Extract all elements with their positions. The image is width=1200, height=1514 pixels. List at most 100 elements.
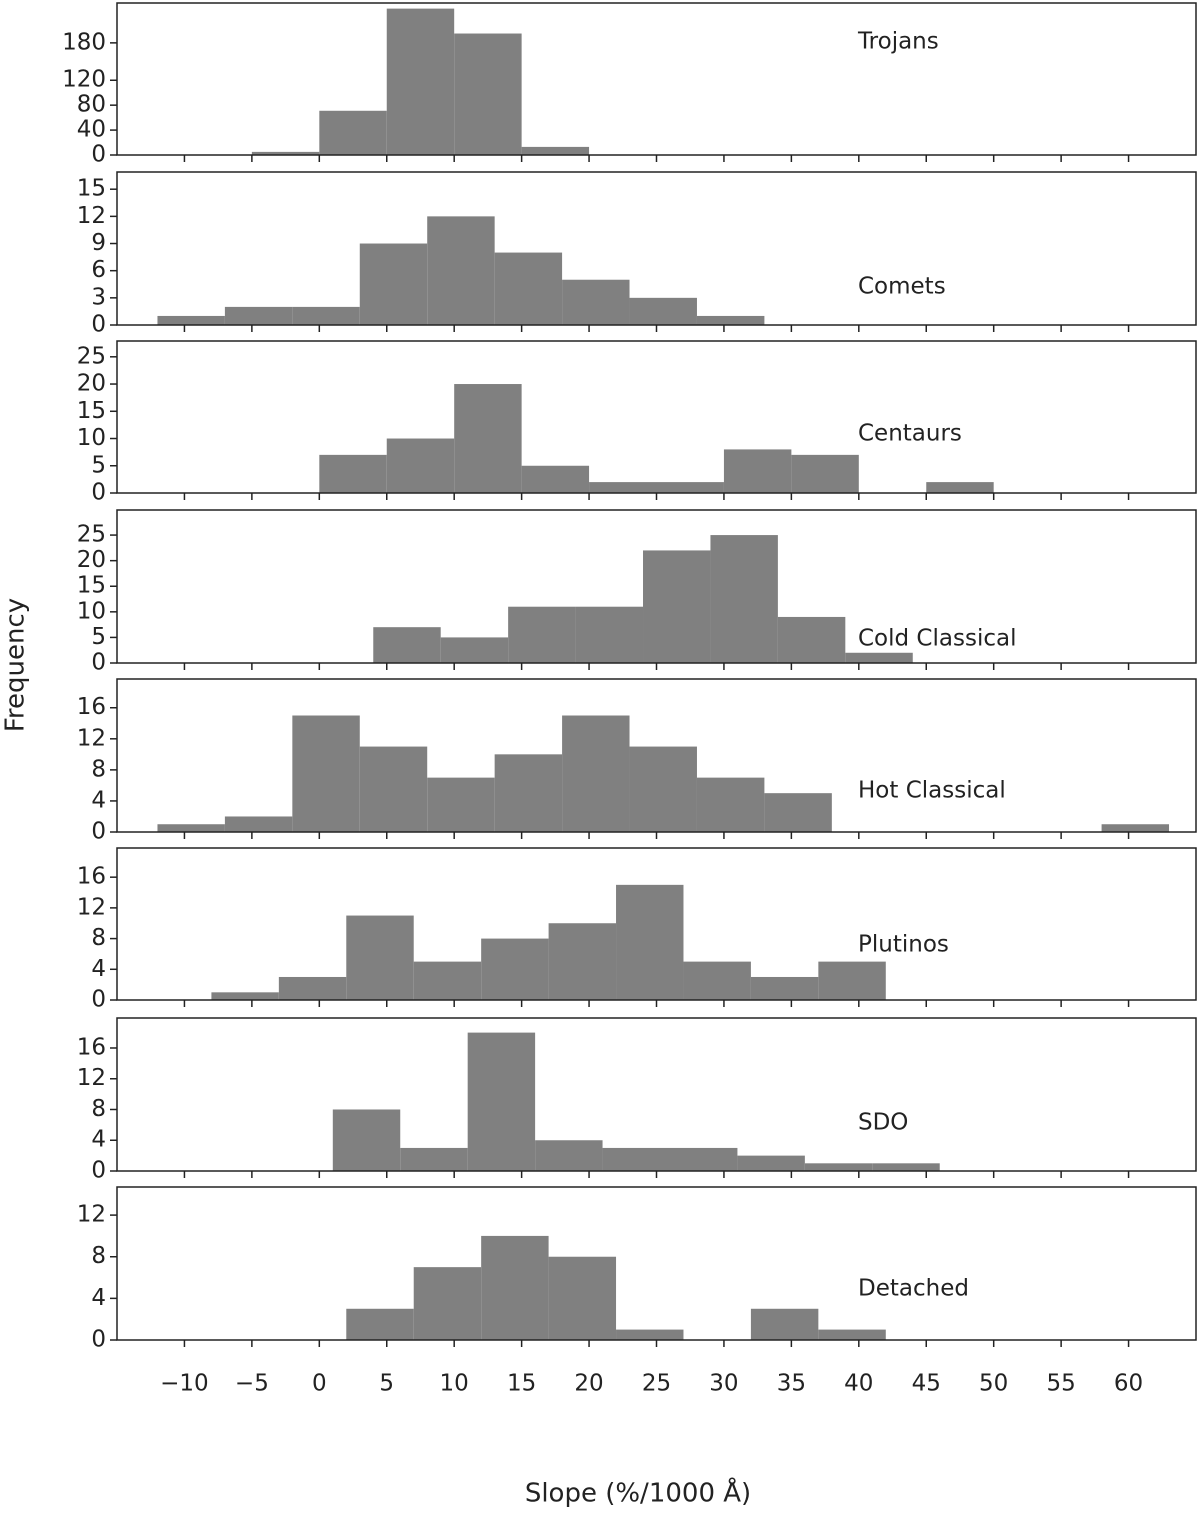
bar bbox=[427, 777, 495, 832]
panel-label: Comets bbox=[858, 274, 946, 300]
bar bbox=[629, 746, 697, 832]
bar bbox=[696, 777, 765, 832]
y-tick-label: 20 bbox=[77, 547, 106, 573]
bar bbox=[926, 482, 994, 493]
y-tick-label: 0 bbox=[91, 142, 106, 168]
y-tick-label: 25 bbox=[77, 343, 106, 369]
y-tick-label: 5 bbox=[91, 624, 106, 650]
x-tick-label: 20 bbox=[574, 1371, 603, 1397]
bar bbox=[804, 1163, 873, 1171]
bar bbox=[292, 715, 360, 832]
bar bbox=[440, 637, 509, 663]
axes-frame bbox=[116, 1186, 1197, 1341]
bar bbox=[616, 1329, 684, 1340]
bar bbox=[818, 1329, 886, 1340]
bar bbox=[346, 1308, 414, 1340]
y-tick-label: 0 bbox=[91, 1327, 106, 1353]
y-tick-label: 0 bbox=[91, 480, 106, 506]
bar bbox=[643, 550, 711, 663]
bar bbox=[427, 216, 495, 325]
bar bbox=[750, 976, 819, 1000]
panel-label: Detached bbox=[858, 1276, 969, 1302]
y-tick-label: 16 bbox=[77, 864, 106, 890]
y-tick-label: 15 bbox=[77, 573, 106, 599]
bar bbox=[764, 793, 832, 832]
bar bbox=[251, 151, 320, 155]
bar bbox=[589, 482, 657, 493]
x-tick-label: 50 bbox=[979, 1371, 1008, 1397]
x-tick-label: 25 bbox=[642, 1371, 671, 1397]
bar bbox=[157, 315, 225, 325]
y-tick-label: 180 bbox=[62, 29, 106, 55]
y-tick-label: 12 bbox=[77, 725, 106, 751]
bar bbox=[723, 449, 792, 493]
y-tick-label: 40 bbox=[77, 117, 106, 143]
y-tick-label: 0 bbox=[91, 819, 106, 845]
bar bbox=[791, 454, 859, 493]
bar bbox=[319, 454, 387, 493]
bar bbox=[157, 824, 225, 832]
panel-label: Cold Classical bbox=[858, 626, 1016, 652]
y-tick-label: 8 bbox=[91, 925, 106, 951]
bar bbox=[683, 961, 751, 1000]
y-tick-label: 5 bbox=[91, 452, 106, 478]
bar bbox=[400, 1147, 468, 1171]
bar bbox=[535, 1140, 603, 1171]
y-tick-label: 25 bbox=[77, 522, 106, 548]
bar bbox=[359, 243, 428, 325]
y-tick-label: 0 bbox=[91, 650, 106, 676]
x-tick-label: 35 bbox=[777, 1371, 806, 1397]
y-tick-label: 12 bbox=[77, 1202, 106, 1228]
bar bbox=[319, 110, 387, 155]
y-tick-label: 16 bbox=[77, 1034, 106, 1060]
y-tick-label: 10 bbox=[77, 425, 106, 451]
y-tick-label: 8 bbox=[91, 1096, 106, 1122]
y-tick-label: 0 bbox=[91, 987, 106, 1013]
bar bbox=[777, 616, 846, 663]
x-tick-label: 5 bbox=[379, 1371, 394, 1397]
bar bbox=[521, 146, 590, 155]
bar bbox=[359, 746, 428, 832]
bar bbox=[629, 297, 697, 325]
x-tick-label: 55 bbox=[1046, 1371, 1075, 1397]
bar bbox=[454, 384, 522, 493]
y-tick-label: 8 bbox=[91, 1243, 106, 1269]
bar bbox=[508, 606, 576, 663]
y-tick-label: 12 bbox=[77, 894, 106, 920]
bar bbox=[710, 535, 778, 663]
y-tick-label: 15 bbox=[77, 176, 106, 202]
bar bbox=[224, 306, 293, 325]
bar bbox=[413, 961, 482, 1000]
y-tick-label: 16 bbox=[77, 694, 106, 720]
y-tick-label: 12 bbox=[77, 1065, 106, 1091]
bar bbox=[278, 976, 347, 1000]
bar bbox=[211, 992, 279, 1000]
bar bbox=[737, 1155, 805, 1171]
y-tick-label: 8 bbox=[91, 756, 106, 782]
bar bbox=[845, 652, 913, 663]
y-tick-label: 4 bbox=[91, 1285, 106, 1311]
y-tick-label: 15 bbox=[77, 398, 106, 424]
y-tick-label: 0 bbox=[91, 1158, 106, 1184]
bar bbox=[872, 1163, 940, 1171]
x-tick-label: −10 bbox=[160, 1371, 209, 1397]
bar bbox=[602, 1147, 670, 1171]
x-tick-label: 15 bbox=[507, 1371, 536, 1397]
bar bbox=[521, 465, 590, 493]
y-tick-label: 10 bbox=[77, 598, 106, 624]
x-tick-label: 10 bbox=[440, 1371, 469, 1397]
bar bbox=[818, 961, 886, 1000]
y-tick-label: 4 bbox=[91, 956, 106, 982]
bar bbox=[669, 1147, 738, 1171]
axes-frame bbox=[116, 2, 1197, 156]
bar bbox=[386, 8, 455, 156]
panel-label: Trojans bbox=[857, 29, 939, 55]
x-tick-label: 40 bbox=[844, 1371, 873, 1397]
panel-label: Centaurs bbox=[858, 421, 962, 447]
bar bbox=[616, 884, 684, 1000]
bar bbox=[548, 923, 617, 1000]
y-tick-label: 12 bbox=[77, 203, 106, 229]
y-tick-label: 9 bbox=[91, 230, 106, 256]
bar bbox=[292, 306, 360, 325]
y-tick-label: 4 bbox=[91, 1127, 106, 1153]
